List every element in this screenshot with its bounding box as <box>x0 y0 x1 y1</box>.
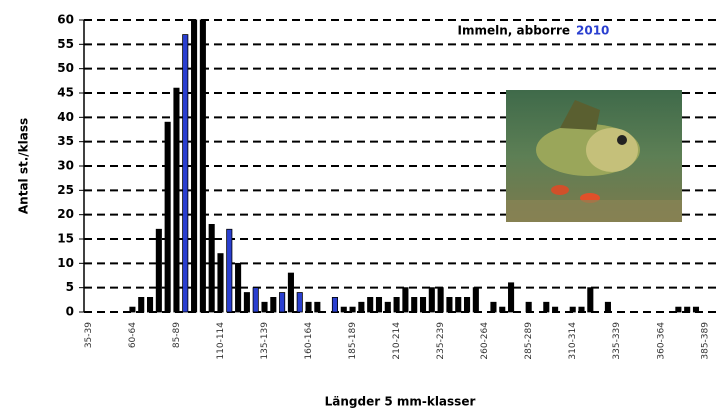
y-tick-label: 20 <box>57 207 74 221</box>
bar <box>297 293 302 312</box>
x-tick-label: 385-389 <box>700 322 710 360</box>
bar <box>218 254 223 312</box>
bar <box>544 302 549 312</box>
x-tick-label: 235-239 <box>436 322 446 360</box>
bar <box>429 288 434 312</box>
y-tick-label: 0 <box>66 305 74 319</box>
bar <box>165 122 170 312</box>
bar <box>526 302 531 312</box>
y-tick-label: 5 <box>66 280 74 294</box>
bar <box>147 297 152 312</box>
bar <box>605 302 610 312</box>
bar <box>271 297 276 312</box>
bar <box>588 288 593 312</box>
y-axis-title: Antal st./klass <box>17 118 31 214</box>
bar <box>500 307 505 312</box>
x-tick-label: 285-289 <box>524 322 534 360</box>
y-tick-label: 10 <box>57 256 74 270</box>
bar <box>685 307 690 312</box>
y-tick-label: 25 <box>57 183 74 197</box>
y-tick-label: 45 <box>57 86 74 100</box>
chart-title: Immeln, abborre <box>458 24 571 38</box>
bar <box>332 297 337 312</box>
x-tick-label: 85-89 <box>172 322 182 348</box>
bar <box>359 302 364 312</box>
chart-title-year: 2010 <box>576 24 609 38</box>
y-tick-label: 60 <box>57 13 74 27</box>
x-tick-label: 135-139 <box>260 322 270 360</box>
bar <box>376 297 381 312</box>
bar <box>693 307 698 312</box>
y-tick-label: 55 <box>57 37 74 51</box>
bar <box>676 307 681 312</box>
bar <box>438 288 443 312</box>
bar <box>200 20 205 312</box>
bar <box>279 293 284 312</box>
y-tick-label: 15 <box>57 232 74 246</box>
x-axis-title: Längder 5 mm-klasser <box>325 395 476 409</box>
bar <box>579 307 584 312</box>
y-tick-label: 40 <box>57 110 74 124</box>
bar <box>227 229 232 312</box>
x-tick-label: 335-339 <box>612 322 622 360</box>
bar <box>570 307 575 312</box>
bar <box>447 297 452 312</box>
bar <box>420 297 425 312</box>
x-tick-label: 260-264 <box>480 322 490 360</box>
bar <box>244 293 249 312</box>
bar <box>174 88 179 312</box>
bar <box>368 297 373 312</box>
bar <box>156 229 161 312</box>
bar <box>235 263 240 312</box>
bar <box>412 297 417 312</box>
bar <box>341 307 346 312</box>
x-tick-label: 110-114 <box>216 322 226 360</box>
x-tick-label: 360-364 <box>656 322 666 360</box>
bar <box>253 288 258 312</box>
bar <box>209 224 214 312</box>
bar <box>456 297 461 312</box>
x-tick-label: 35-39 <box>84 322 94 348</box>
x-tick-label: 60-64 <box>128 322 138 348</box>
x-tick-label: 160-164 <box>304 322 314 360</box>
bar <box>350 307 355 312</box>
bar <box>288 273 293 312</box>
bar <box>306 302 311 312</box>
bar <box>191 20 196 312</box>
x-tick-label: 210-214 <box>392 322 402 360</box>
bar <box>394 297 399 312</box>
chart: Antal st./klass Längder 5 mm-klasser 0 5 1… <box>0 0 722 412</box>
y-tick-label: 50 <box>57 61 74 75</box>
y-tick-label: 30 <box>57 159 74 173</box>
y-tick-label: 35 <box>57 134 74 148</box>
bar <box>473 288 478 312</box>
bar <box>183 35 188 312</box>
x-tick-label: 310-314 <box>568 322 578 360</box>
bar <box>385 302 390 312</box>
bar <box>403 288 408 312</box>
bar <box>491 302 496 312</box>
bar <box>508 283 513 312</box>
bar <box>315 302 320 312</box>
bar <box>139 297 144 312</box>
bar <box>130 307 135 312</box>
bar <box>552 307 557 312</box>
bar <box>262 302 267 312</box>
inset-photo <box>506 90 682 222</box>
x-tick-label: 185-189 <box>348 322 358 360</box>
bar <box>464 297 469 312</box>
